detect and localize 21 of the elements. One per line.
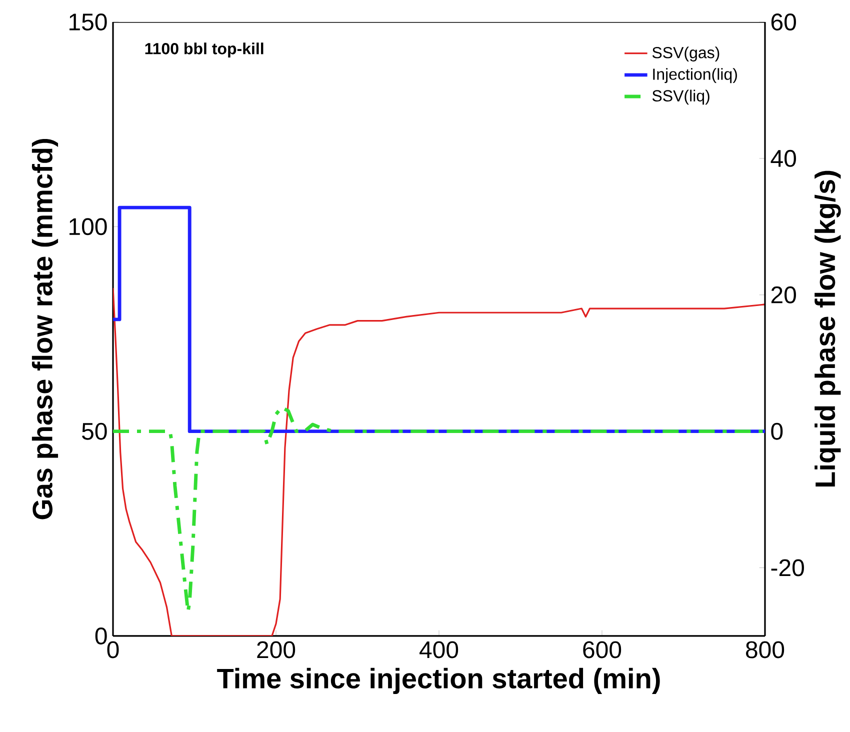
y2-tick-label: 60 (771, 13, 796, 30)
y2-tick-label: 0 (771, 422, 783, 440)
x-tick-label: 600 (583, 641, 622, 658)
annotation: 1100 bbl top-kill (145, 42, 264, 58)
y2-axis-title: Liquid phase flow (kg/s) (814, 170, 841, 487)
x-tick-label: 400 (420, 641, 458, 658)
y2-tick-label: 40 (770, 150, 796, 167)
y-tick-label: 150 (70, 13, 107, 30)
x-tick-label: 0 (107, 641, 119, 658)
y-tick-label: 100 (70, 218, 107, 236)
x-tick-label: 800 (746, 641, 784, 658)
y2-tick-label: -20 (771, 559, 804, 576)
y-axis-title: Gas phase flow rate (mmcfd) (32, 139, 58, 520)
x-axis-title: Time since injection started (min) (217, 668, 660, 694)
y2-tick-label: 20 (771, 286, 796, 304)
y-tick-label: 50 (82, 422, 107, 440)
legend-label: Injection(liq) (653, 68, 737, 84)
y-tick-label: 0 (95, 627, 107, 644)
x-tick-label: 200 (257, 641, 296, 658)
legend-label: SSV(gas) (652, 46, 720, 62)
legend-label: SSV(liq) (652, 90, 710, 105)
